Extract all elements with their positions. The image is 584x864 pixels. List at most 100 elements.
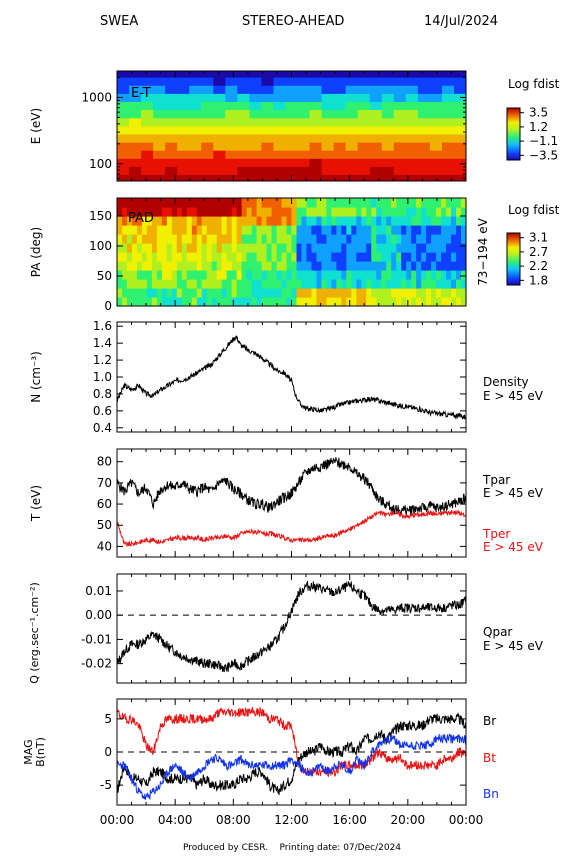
- spectrogram-cell: [225, 150, 238, 159]
- pad-cell: [301, 297, 308, 306]
- pad-cell: [381, 297, 387, 306]
- pad-cell: [196, 234, 203, 244]
- pad-cell: [171, 270, 178, 280]
- spectrogram-cell: [417, 117, 431, 127]
- pad-cell: [316, 252, 323, 262]
- pad-cell: [331, 252, 337, 262]
- time-tick-label: 00:00: [449, 813, 484, 827]
- pad-cell: [226, 216, 233, 226]
- pad-cell: [231, 198, 238, 208]
- pad-cell: [431, 297, 437, 306]
- pad-cell: [366, 252, 372, 262]
- spectrogram-cell: [129, 77, 142, 86]
- spectrogram-cell: [309, 93, 323, 102]
- pad-cell: [296, 225, 303, 235]
- pad-cell: [236, 225, 243, 235]
- pad-cell: [226, 261, 233, 271]
- spectrogram-cell: [333, 150, 347, 159]
- pad-cell: [361, 297, 367, 306]
- pad-cell: [221, 234, 228, 244]
- pad-cell: [351, 198, 357, 208]
- pad-cell: [236, 297, 243, 306]
- spectrogram-cell: [117, 125, 130, 135]
- spectrogram-cell: [321, 109, 335, 119]
- spectrogram-cell: [453, 125, 466, 135]
- spectrogram-cell: [273, 71, 287, 78]
- pad-cell: [406, 198, 412, 208]
- spectrogram-cell: [117, 77, 130, 86]
- pad-cell: [326, 270, 332, 280]
- pad-cell: [191, 288, 198, 298]
- spectrogram-cell: [345, 174, 359, 181]
- pad-cell: [121, 198, 128, 208]
- spectrogram-cell: [441, 166, 455, 175]
- pad-cell: [326, 243, 332, 253]
- pad-cell: [211, 288, 218, 298]
- pad-cell: [301, 225, 308, 235]
- spectrogram-cell: [297, 109, 311, 119]
- pad-cell: [117, 198, 123, 208]
- pad-cell: [346, 297, 352, 306]
- pad-cell: [326, 279, 332, 289]
- pad-cell: [166, 270, 173, 280]
- pad-cell: [361, 198, 367, 208]
- spectrogram-cell: [261, 133, 275, 143]
- pad-cell: [181, 270, 188, 280]
- pad-cell: [451, 216, 457, 226]
- spectrogram-cell: [333, 93, 347, 102]
- et-panel-label: E-T: [131, 86, 151, 101]
- footer-producer: Produced by CESR.: [182, 843, 269, 853]
- pad-cell: [381, 279, 387, 289]
- pad-cell: [251, 261, 258, 271]
- pad-cell: [211, 216, 218, 226]
- pad-cell: [446, 234, 452, 244]
- pad-cell: [211, 225, 218, 235]
- spectrogram-cell: [261, 93, 275, 102]
- pad-cell: [201, 243, 208, 253]
- pad-cell: [196, 270, 203, 280]
- spectrogram-cell: [213, 141, 226, 151]
- pad-cell: [321, 270, 327, 280]
- spectrogram-cell: [321, 71, 335, 78]
- pad-cell: [136, 243, 143, 253]
- pad-cell: [461, 225, 466, 235]
- heat-flux-y-tick-label: 0.00: [85, 608, 112, 622]
- spectrogram-cell: [297, 166, 311, 175]
- pad-cell: [236, 252, 243, 262]
- spectrogram-cell: [237, 77, 250, 86]
- pad-cell: [296, 252, 303, 262]
- pad-cell: [236, 198, 243, 208]
- pad-cell: [416, 225, 422, 235]
- pad-cell: [401, 279, 407, 289]
- pad-cell: [266, 270, 273, 280]
- pad-cell: [191, 225, 198, 235]
- pad-cell: [386, 207, 392, 217]
- spectrogram-cell: [225, 71, 238, 78]
- pad-cell: [151, 252, 158, 262]
- spectrogram-cell: [129, 117, 142, 127]
- pad-cell: [281, 216, 288, 226]
- spectrogram-cell: [405, 85, 419, 94]
- spectrogram-cell: [429, 133, 443, 143]
- pad-cell: [361, 288, 367, 298]
- pad-cell: [461, 270, 466, 280]
- pad-cell: [136, 261, 143, 271]
- pad-cell: [391, 234, 397, 244]
- pad-cell: [186, 297, 193, 306]
- pad-cell: [401, 216, 407, 226]
- pad-cell: [211, 261, 218, 271]
- spectrogram-cell: [429, 141, 443, 151]
- pad-cell: [151, 225, 158, 235]
- pad-cell: [331, 288, 337, 298]
- pad-cell: [451, 279, 457, 289]
- pad-cell: [411, 243, 417, 253]
- pad-cell: [391, 270, 397, 280]
- pad-cell: [361, 207, 367, 217]
- pad-cell: [346, 279, 352, 289]
- pad-cell: [436, 297, 442, 306]
- pad-cell: [136, 216, 143, 226]
- pad-cell: [121, 234, 128, 244]
- spectrogram-cell: [165, 85, 178, 94]
- pad-cell: [441, 297, 447, 306]
- pad-cell: [311, 234, 318, 244]
